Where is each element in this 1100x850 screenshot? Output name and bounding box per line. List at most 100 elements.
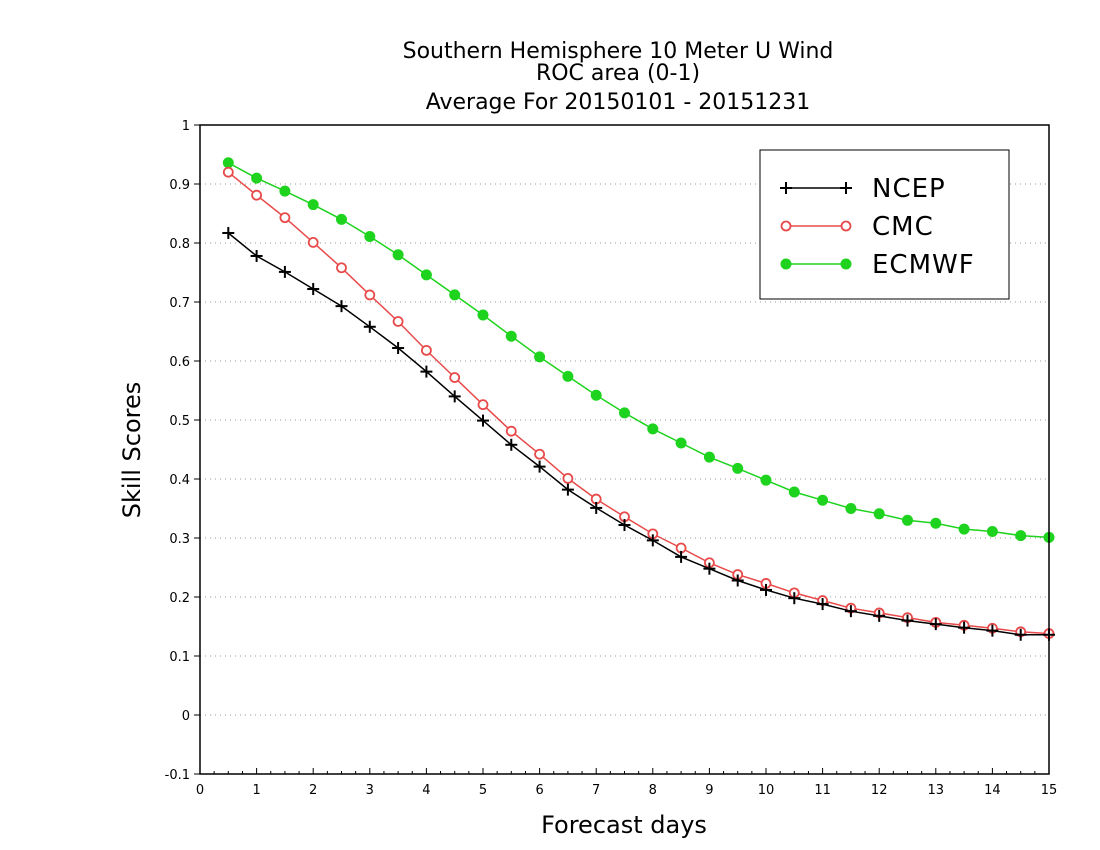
y-axis-title: Skill Scores [118,382,146,519]
ncep-data-point [816,598,829,611]
ncep-data-point [392,342,405,355]
ecmwf-legend-marker [780,258,792,270]
legend-box [759,149,1010,300]
ecmwf-data-point [845,503,857,514]
x-tick-label: 4 [422,783,430,798]
y-tick-label: 0.2 [169,591,190,606]
ncep-data-point [448,390,461,403]
cmc-legend-marker [780,220,792,232]
cmc-data-point [505,425,517,437]
x-tick-label: 2 [309,783,317,798]
x-tick-label: 6 [535,783,543,798]
ncep-data-point [618,519,631,532]
ecmwf-data-point [732,462,744,474]
ncep-data-point [222,226,235,239]
y-tick-label: 0 [182,709,190,724]
ecmwf-data-point [279,185,291,197]
ecmwf-data-point [958,523,970,535]
x-tick-label: 8 [649,783,657,798]
series-lines [222,157,1055,641]
cmc-data-point [449,372,461,383]
ncep-data-point [307,283,320,296]
ncep-legend-marker [780,182,792,194]
ncep-data-point [844,605,857,618]
y-tick-label: 0.6 [169,355,190,370]
ecmwf-data-point [930,517,942,529]
x-axis-ticks: 0 1 2 3 4 5 6 7 8 9 10 11 12 13 14 15 [196,768,1057,798]
ecmwf-data-point [986,526,998,538]
ncep-data-point [731,574,744,587]
ecmwf-data-point [420,269,432,281]
y-tick-label: 0.5 [169,414,190,429]
chart-title-line-2: ROC area (0-1) [536,61,700,86]
y-tick-label: 0.7 [169,296,190,311]
cmc-data-point [392,316,404,327]
cmc-data-point [307,237,319,248]
ecmwf-data-point [873,508,885,520]
y-tick-label: 0.8 [169,237,190,252]
x-tick-label: 15 [1041,783,1058,798]
ecmwf-data-point [817,494,829,506]
cmc-legend-label: CMC [872,212,934,242]
cmc-data-point [251,189,263,201]
ecmwf-data-point [703,451,715,463]
ecmwf-data-point [505,330,517,342]
ncep-data-point [1014,628,1027,641]
chart-title-line-3: Average For 20150101 - 20151231 [426,90,811,115]
cmc-data-point [336,262,347,274]
ecmwf-data-point [619,407,630,419]
ncep-data-point [986,624,999,637]
ecmwf-data-point [307,199,319,211]
ncep-data-point [760,583,772,596]
ecmwf-data-point [222,157,234,169]
ecmwf-data-point [590,389,602,401]
cmc-data-point [279,212,291,224]
chart-title: Southern Hemisphere 10 Meter U Wind ROC … [403,39,834,115]
ecmwf-data-point [788,486,800,498]
x-tick-label: 10 [758,783,775,798]
cmc-legend-marker [840,220,852,232]
x-tick-label: 0 [196,783,204,798]
ecmwf-data-point [364,231,376,243]
x-tick-label: 5 [479,783,487,798]
x-tick-label: 12 [871,783,888,798]
x-tick-label: 14 [984,783,1001,798]
legend: NCEP CMC ECMWF [759,149,1010,300]
y-tick-label: 0.9 [169,178,190,193]
ncep-data-point [420,365,433,378]
ecmwf-data-point [1015,530,1027,542]
ncep-data-point [929,618,942,631]
ncep-data-point [590,501,603,514]
x-axis-title: Forecast days [541,811,707,839]
ncep-data-point [250,249,263,262]
ecmwf-data-point [251,172,263,184]
ncep-data-point [533,460,546,473]
ncep-data-point [788,592,801,605]
ncep-data-point [873,609,886,622]
x-tick-label: 13 [928,783,945,798]
x-tick-label: 7 [592,783,600,798]
ncep-data-point [477,414,489,427]
cmc-data-point [364,289,376,301]
cmc-data-point [534,448,545,460]
ncep-data-point [703,562,716,575]
ecmwf-legend-label: ECMWF [872,250,975,280]
ncep-data-point [335,300,348,313]
ncep-data-point [675,550,688,563]
ecmwf-data-point [902,514,913,526]
ecmwf-data-point [534,351,546,363]
x-tick-label: 3 [366,783,374,798]
ecmwf-data-point [477,309,489,321]
ncep-data-point [901,614,914,627]
y-tick-label: 0.3 [169,532,190,547]
cmc-data-point [420,344,432,356]
ncep-data-point [363,320,376,333]
y-tick-label: 0.1 [169,650,190,665]
cmc-data-point [477,399,489,411]
cmc-data-point [562,473,574,484]
ncep-data-point [278,265,291,278]
ecmwf-data-point [675,437,687,449]
plot-frame [199,124,1050,775]
ncep-data-point [646,534,659,547]
ecmwf-legend-marker [840,258,852,270]
